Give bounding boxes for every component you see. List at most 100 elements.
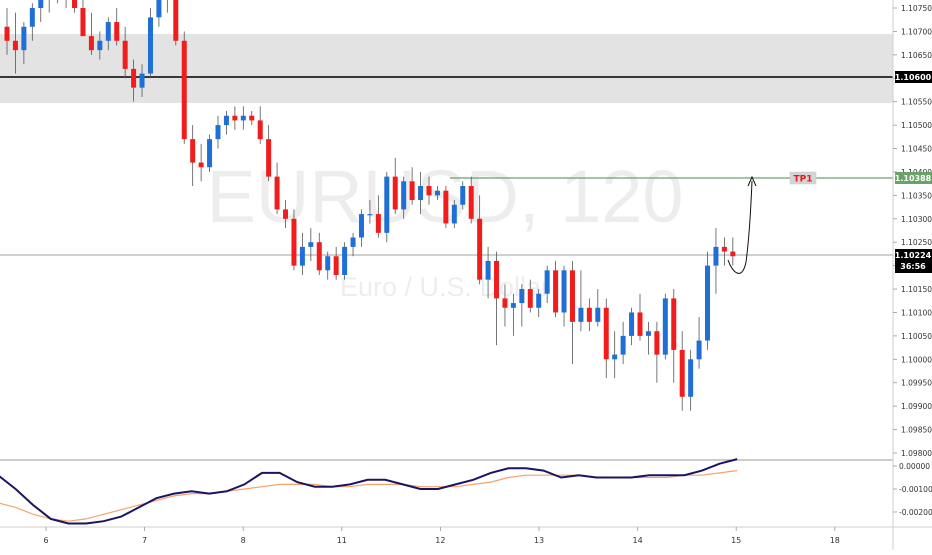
price-tick-label: 1.10550 xyxy=(901,98,932,107)
oscillator-axis: 0.00000 -0.00100 -0.00200 xyxy=(893,462,932,517)
candle-body-up xyxy=(29,8,35,27)
price-tick-label: 1.10050 xyxy=(901,332,932,341)
candle-body-down xyxy=(4,26,10,41)
candle-body-down xyxy=(12,40,18,51)
candle-body-down xyxy=(131,68,137,88)
watermark-description: Euro / U.S. Dollar xyxy=(340,272,550,302)
candle-body-down xyxy=(671,298,677,350)
candle-body-up xyxy=(629,312,635,336)
candle-body-up xyxy=(519,289,525,304)
candle-body-up xyxy=(620,335,626,355)
candle-body-up xyxy=(367,214,373,216)
candle-body-down xyxy=(468,185,474,219)
candle-body-up xyxy=(97,40,103,51)
candle-body-down xyxy=(443,190,449,224)
candle-body-down xyxy=(316,242,322,271)
candle-body-up xyxy=(662,298,668,355)
time-tick-label: 14 xyxy=(633,536,643,545)
price-tick-label: 1.09950 xyxy=(901,379,932,388)
candle-body-down xyxy=(114,22,120,41)
candle-body-up xyxy=(578,307,584,322)
candle-body-up xyxy=(139,73,145,88)
time-tick-label: 15 xyxy=(731,536,741,545)
candle-body-up xyxy=(384,176,390,233)
candle-body-down xyxy=(409,181,415,201)
candle-body-down xyxy=(553,270,559,313)
candle-body-up xyxy=(485,260,491,280)
price-tick-label: 1.10700 xyxy=(901,27,932,36)
candle-body-down xyxy=(637,312,643,336)
candle-body-up xyxy=(705,265,711,341)
candle-body-down xyxy=(392,176,398,210)
candle-body-down xyxy=(173,0,179,41)
time-tick-label: 6 xyxy=(43,536,48,545)
price-tick-label: 1.09850 xyxy=(901,426,932,435)
candle-body-down xyxy=(80,8,86,37)
time-tick-label: 18 xyxy=(830,536,840,545)
candle-body-up xyxy=(696,340,702,360)
price-tick-label: 1.10300 xyxy=(901,215,932,224)
oscillator-tick-label: -0.00200 xyxy=(899,508,932,517)
candle-body-down xyxy=(249,115,255,121)
time-tick-label: 11 xyxy=(337,536,347,545)
price-tick-label: 1.10750 xyxy=(901,4,932,13)
candle-body-down xyxy=(283,209,289,219)
candle-body-down xyxy=(527,289,533,308)
oscillator-main-line xyxy=(0,458,738,525)
projection-arrow xyxy=(727,180,753,274)
current-price-marker xyxy=(895,249,932,273)
candle-body-up xyxy=(21,26,27,51)
candle-body-down xyxy=(654,331,660,355)
candle-body-down xyxy=(502,298,508,308)
candle-body-down xyxy=(198,162,204,168)
candle-body-down xyxy=(477,218,483,280)
candles-layer xyxy=(4,0,736,411)
candle-body-down xyxy=(426,185,432,196)
candle-body-up xyxy=(510,303,516,308)
price-tick-label: 1.10450 xyxy=(901,145,932,154)
candle-body-up xyxy=(688,359,694,397)
candle-body-up xyxy=(401,181,407,210)
candle-body-up xyxy=(215,125,221,140)
countdown-text: 36:56 xyxy=(900,262,926,271)
candle-body-up xyxy=(418,185,424,201)
time-axis[interactable]: 6 7 8 11 12 13 14 15 18 xyxy=(43,527,840,545)
candle-body-up xyxy=(105,22,111,41)
candle-body-up xyxy=(207,139,213,168)
candle-body-up xyxy=(561,270,567,313)
candle-body-up xyxy=(595,307,601,322)
candle-body-up xyxy=(350,237,356,247)
candle-body-up xyxy=(156,0,162,18)
time-tick-label: 7 xyxy=(142,536,147,545)
candle-body-up xyxy=(713,246,719,266)
candle-body-up xyxy=(38,0,44,9)
candle-body-up xyxy=(342,246,348,275)
candle-body-up xyxy=(460,185,466,205)
current-price-text: 1.10224 xyxy=(895,251,932,260)
oscillator-tick-label: 0.00000 xyxy=(899,462,930,471)
candle-body-down xyxy=(266,139,272,177)
tp-price-marker-text: 1.10388 xyxy=(895,174,932,183)
price-tick-label: 1.09800 xyxy=(901,449,932,458)
time-tick-label: 13 xyxy=(534,536,544,545)
candle-body-down xyxy=(586,307,592,322)
candle-body-down xyxy=(257,120,263,140)
candle-body-up xyxy=(645,331,651,336)
price-tick-label: 1.10100 xyxy=(901,308,932,317)
candle-body-up xyxy=(451,204,457,224)
candle-body-down xyxy=(291,218,297,266)
candle-body-down xyxy=(274,176,280,210)
candle-body-up xyxy=(544,270,550,294)
candle-body-up xyxy=(358,214,364,238)
tp-label-box[interactable] xyxy=(789,171,817,185)
candle-body-down xyxy=(494,260,500,299)
candle-body-down xyxy=(679,349,685,397)
time-tick-label: 8 xyxy=(241,536,246,545)
price-tick-label: 1.09900 xyxy=(901,402,932,411)
price-tick-label: 1.10150 xyxy=(901,285,932,294)
candle-body-down xyxy=(721,246,727,252)
candle-body-down xyxy=(88,36,94,51)
candle-body-down xyxy=(730,251,736,257)
tp-label: TP1 xyxy=(794,175,813,185)
